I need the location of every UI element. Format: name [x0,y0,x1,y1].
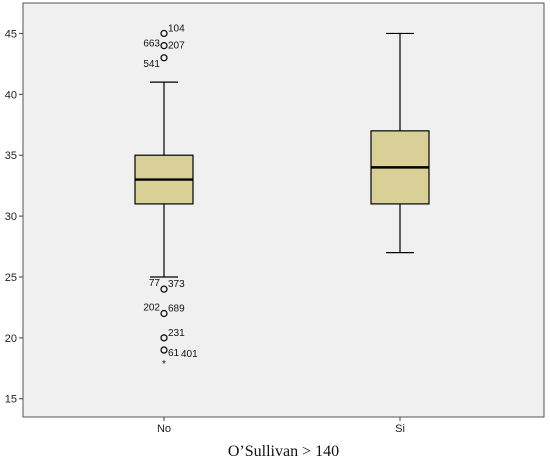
y-tick-label: 40 [5,89,17,101]
box-no: 104 663 207 541 77 373 202 689 231 61 401 * [134,23,198,370]
y-tick-label: 45 [5,28,17,40]
extreme-outlier-star: * [162,359,166,370]
outlier-case-label: 202 [143,303,160,314]
x-axis: No Si [157,417,405,435]
outlier-case-label: 373 [168,279,185,290]
y-tick-label: 20 [5,333,17,345]
outlier-point [160,54,168,62]
plot-area [22,2,545,418]
outlier-point [160,334,168,342]
x-tick-label: Si [395,423,405,435]
y-tick-label: 30 [5,211,17,223]
outlier-point [160,42,168,50]
y-tick-label: 35 [5,150,17,162]
boxes-group: 104 663 207 541 77 373 202 689 231 61 401 * [134,23,430,370]
y-axis: 15 20 25 30 35 40 45 [5,28,23,406]
y-tick-label: 25 [5,272,17,284]
outlier-case-label: 104 [168,23,185,34]
outlier-case-label: 77 [149,278,161,289]
outlier-case-label: 61 [168,348,180,359]
outlier-case-label: 207 [168,41,185,52]
box-si [370,32,430,254]
outlier-case-label: 689 [168,304,185,315]
y-tick-label: 15 [5,394,17,406]
outlier-case-label: 541 [143,59,160,70]
outlier-point [160,309,168,318]
x-tick-label: No [157,423,171,435]
outlier-case-label: 231 [168,328,185,339]
outlier-case-label: 663 [143,39,160,50]
outlier-point [160,346,168,354]
outlier-case-label: 401 [181,349,198,360]
outlier-point [160,285,168,293]
outlier-point [160,29,168,38]
x-axis-title: O’Sullivan > 140 [228,443,339,460]
